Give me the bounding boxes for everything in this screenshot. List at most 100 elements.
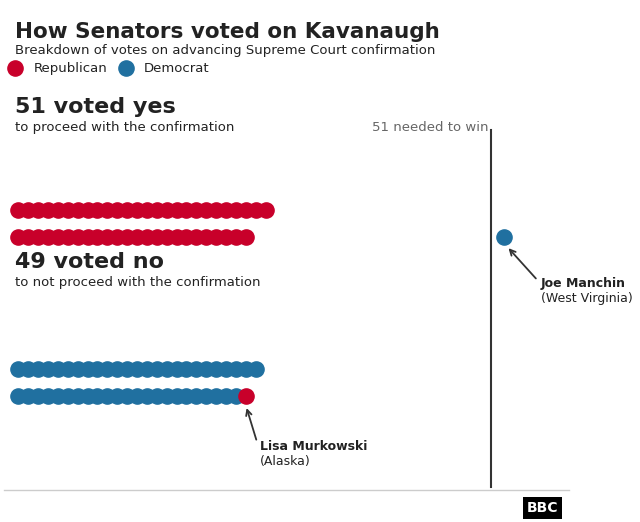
Point (241, 233, 251, 241)
Point (23, 233, 33, 241)
Point (72, 233, 83, 241)
Point (23, 206, 33, 214)
Point (142, 392, 152, 400)
Point (231, 392, 241, 400)
Point (33, 365, 43, 373)
Point (72, 365, 83, 373)
Point (132, 392, 142, 400)
Point (211, 365, 221, 373)
Point (132, 233, 142, 241)
Point (122, 392, 132, 400)
Text: Breakdown of votes on advancing Supreme Court confirmation: Breakdown of votes on advancing Supreme … (15, 44, 436, 57)
Point (211, 206, 221, 214)
Point (13, 206, 24, 214)
Point (152, 233, 162, 241)
Point (92, 392, 102, 400)
Point (211, 392, 221, 400)
Point (112, 392, 122, 400)
Point (191, 206, 202, 214)
Point (132, 206, 142, 214)
Point (152, 206, 162, 214)
Point (83, 233, 93, 241)
Point (181, 206, 191, 214)
Point (52, 365, 63, 373)
Point (172, 233, 182, 241)
Point (201, 206, 211, 214)
Text: (West Virginia): (West Virginia) (541, 292, 632, 305)
Point (201, 392, 211, 400)
Text: (Alaska): (Alaska) (260, 455, 310, 468)
Point (181, 365, 191, 373)
Point (201, 365, 211, 373)
Point (191, 365, 202, 373)
Point (231, 365, 241, 373)
Point (83, 206, 93, 214)
Point (13, 365, 24, 373)
Point (72, 392, 83, 400)
Point (181, 233, 191, 241)
Point (241, 392, 251, 400)
Point (152, 392, 162, 400)
Text: to proceed with the confirmation: to proceed with the confirmation (15, 121, 235, 134)
Point (52, 233, 63, 241)
Point (122, 206, 132, 214)
Point (43, 206, 53, 214)
Text: Republican: Republican (33, 62, 108, 75)
Point (63, 392, 73, 400)
Point (241, 365, 251, 373)
Point (241, 206, 251, 214)
Point (132, 365, 142, 373)
Text: 51 voted yes: 51 voted yes (15, 97, 176, 116)
Point (92, 365, 102, 373)
Point (72, 206, 83, 214)
Point (23, 365, 33, 373)
Point (161, 392, 172, 400)
Point (120, 64, 131, 73)
Point (102, 233, 113, 241)
Point (221, 206, 231, 214)
Text: Lisa Murkowski: Lisa Murkowski (260, 440, 367, 453)
Point (142, 206, 152, 214)
Point (260, 206, 271, 214)
Text: to not proceed with the confirmation: to not proceed with the confirmation (15, 277, 261, 289)
Point (191, 233, 202, 241)
Point (52, 392, 63, 400)
Point (231, 206, 241, 214)
Point (181, 392, 191, 400)
Text: Joe Manchin: Joe Manchin (541, 277, 625, 290)
Point (211, 233, 221, 241)
Point (10, 64, 20, 73)
Point (221, 233, 231, 241)
Point (23, 392, 33, 400)
Point (221, 392, 231, 400)
Point (142, 365, 152, 373)
Point (33, 233, 43, 241)
Text: 49 voted no: 49 voted no (15, 252, 164, 272)
Point (161, 365, 172, 373)
Point (83, 365, 93, 373)
Point (112, 206, 122, 214)
Point (172, 392, 182, 400)
Point (13, 392, 24, 400)
Point (201, 233, 211, 241)
Point (152, 365, 162, 373)
Point (112, 233, 122, 241)
Point (112, 365, 122, 373)
Point (251, 365, 261, 373)
Point (43, 365, 53, 373)
Point (172, 206, 182, 214)
Point (161, 233, 172, 241)
Text: Democrat: Democrat (144, 62, 209, 75)
Text: 51 needed to win: 51 needed to win (372, 121, 488, 134)
Text: BBC: BBC (527, 501, 558, 515)
Point (63, 206, 73, 214)
Point (33, 392, 43, 400)
Point (43, 392, 53, 400)
Point (251, 206, 261, 214)
Point (43, 233, 53, 241)
Point (142, 233, 152, 241)
Point (13, 233, 24, 241)
Point (52, 206, 63, 214)
Point (33, 206, 43, 214)
Point (63, 365, 73, 373)
